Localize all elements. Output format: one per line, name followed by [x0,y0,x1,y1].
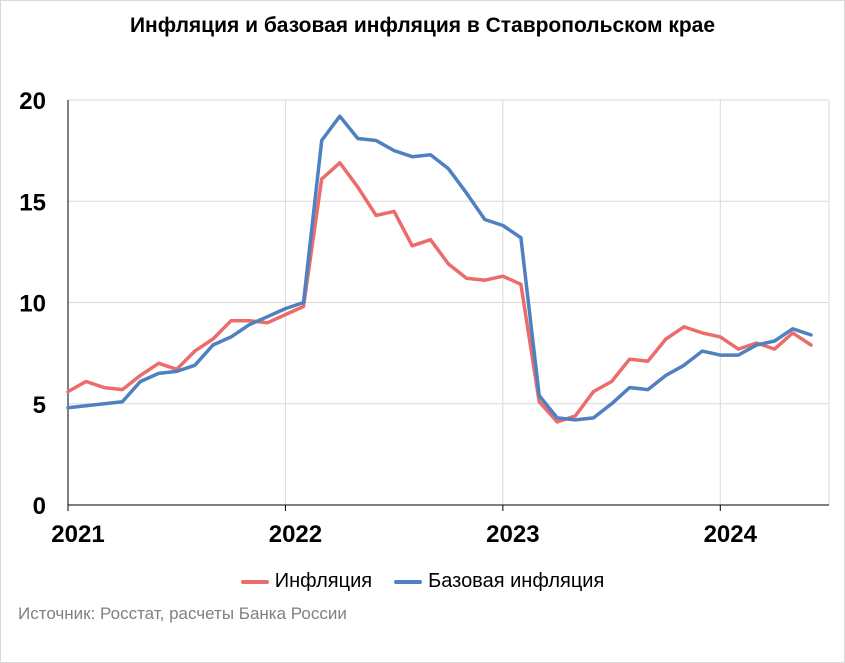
legend-item-core-inflation: Базовая инфляция [394,570,604,593]
legend-swatch-inflation [240,579,269,584]
series-line-core-inflation [66,114,813,422]
legend-label-core-inflation: Базовая инфляция [428,570,605,592]
source-note: Источник: Росстат, расчеты Банка России [18,604,347,623]
legend-label-inflation: Инфляция [274,570,373,592]
chart-legend: Инфляция Базовая инфляция [0,570,845,593]
y-tick-label: 10 [19,291,46,318]
x-tick-label: 2021 [51,521,104,548]
y-tick-label: 20 [19,88,46,115]
x-tick-label: 2023 [486,521,539,548]
x-tick-label: 2022 [269,521,322,548]
legend-item-inflation: Инфляция [240,570,373,593]
series-layer [66,114,813,424]
legend-swatch-core-inflation [394,579,423,584]
chart-title: Инфляция и базовая инфляция в Ставрополь… [129,14,716,37]
y-tick-label: 5 [33,392,46,419]
axis-layer: 0 5 10 15 20 2021 2022 2023 2024 [19,88,829,548]
y-tick-label: 15 [19,189,46,216]
y-tick-label: 0 [33,493,46,520]
x-tick-label: 2024 [704,521,758,548]
grid-layer [68,99,830,505]
series-line-inflation [66,161,813,424]
